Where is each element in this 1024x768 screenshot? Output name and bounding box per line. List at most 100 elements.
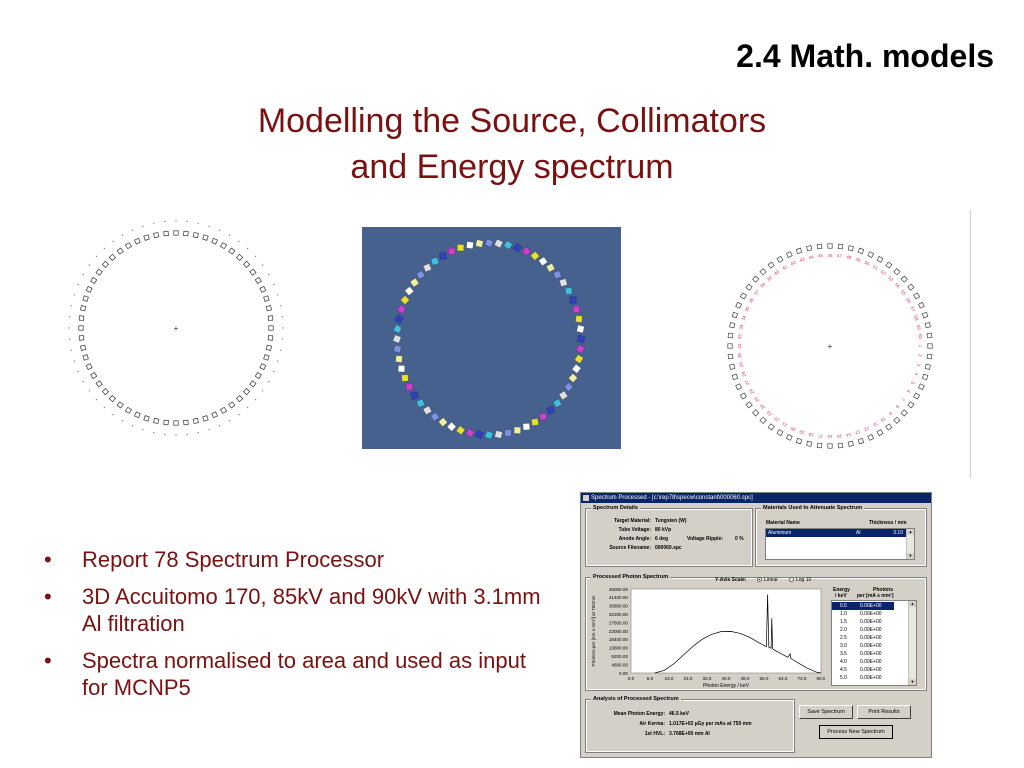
energy-table-scrollbar[interactable]: ▲ ▼ bbox=[908, 601, 916, 685]
x-tick-label: 24.0 bbox=[684, 676, 693, 681]
collimator-cube bbox=[571, 363, 582, 374]
element-number-label: 8 bbox=[894, 404, 900, 410]
table-row[interactable]: 4.0 0.00E+00 bbox=[840, 659, 882, 665]
ring-dot bbox=[95, 255, 98, 258]
collimator-element bbox=[885, 423, 893, 431]
collimator-cube bbox=[415, 270, 426, 280]
collimator-element bbox=[134, 237, 141, 245]
table-row[interactable]: 0.5 0.00E+00 bbox=[832, 602, 894, 610]
collimator-element bbox=[116, 247, 124, 255]
spectrum-line bbox=[654, 594, 822, 674]
collimator-element bbox=[759, 268, 767, 276]
collimator-cube bbox=[393, 344, 402, 354]
materials-group: Materials Used to Attenuate Spectrum Mat… bbox=[755, 505, 927, 567]
element-number-label: 39 bbox=[766, 275, 773, 282]
table-row[interactable]: 2.5 0.00E+00 bbox=[840, 635, 882, 641]
element-number-label: 7 bbox=[900, 397, 906, 402]
collimator-element bbox=[745, 401, 753, 409]
collimator-element bbox=[183, 230, 189, 237]
plot-area bbox=[630, 588, 822, 674]
bullet-item: • Report 78 Spectrum Processor bbox=[44, 547, 385, 572]
collimator-element bbox=[785, 434, 793, 441]
x-tick-label: 80.0 bbox=[817, 676, 825, 681]
table-row[interactable]: 3.0 0.00E+00 bbox=[840, 643, 882, 649]
save-spectrum-button[interactable]: Save Spectrum bbox=[799, 705, 853, 719]
scroll-down-icon[interactable]: ▼ bbox=[909, 679, 916, 685]
ring-dot bbox=[281, 338, 284, 340]
collimator-element bbox=[108, 394, 117, 403]
collimator-element bbox=[163, 419, 169, 426]
scroll-down-icon[interactable]: ▼ bbox=[907, 553, 914, 559]
collimator-cube bbox=[439, 251, 447, 260]
ring-dot bbox=[273, 370, 275, 373]
ring-dot bbox=[208, 429, 210, 431]
collimator-cube bbox=[484, 238, 494, 248]
log10-radio[interactable] bbox=[789, 577, 794, 582]
energy-table[interactable]: 0.5 0.00E+00 1.0 0.00E+00 1.5 0.00E+00 2.0 0… bbox=[831, 600, 917, 686]
x-tick-label: 32.0 bbox=[703, 676, 712, 681]
element-number-label: 13 bbox=[854, 429, 861, 435]
collimator-element bbox=[254, 372, 262, 379]
ring-dot bbox=[197, 222, 199, 224]
collimator-element bbox=[268, 325, 274, 331]
collimator-element bbox=[727, 353, 734, 360]
linear-radio[interactable] bbox=[757, 577, 762, 582]
collimator-cube bbox=[552, 398, 563, 408]
collimator-element bbox=[739, 292, 747, 300]
material-row[interactable]: Aluminium Al 3.10 bbox=[766, 529, 906, 537]
collimator-element bbox=[202, 234, 209, 241]
ring-dot bbox=[121, 234, 124, 236]
ring-dot bbox=[142, 225, 144, 227]
slide-title: Modelling the Source, Collimators and En… bbox=[0, 98, 1024, 190]
section-title: 2.4 Math. models bbox=[736, 38, 994, 74]
ring-dot bbox=[131, 425, 134, 427]
table-row[interactable]: 1.0 0.00E+00 bbox=[840, 611, 882, 617]
table-row[interactable]: 3.5 0.00E+00 bbox=[840, 651, 882, 657]
collimator-element bbox=[235, 253, 244, 262]
element-number-label: 23 bbox=[765, 410, 772, 417]
ring-dot bbox=[103, 406, 106, 409]
collimator-element bbox=[729, 322, 736, 329]
element-number-label: 44 bbox=[808, 254, 814, 260]
table-row[interactable]: 2.0 0.00E+00 bbox=[840, 627, 882, 633]
ring-dot bbox=[277, 294, 279, 296]
collimator-cube bbox=[457, 244, 465, 252]
ring-dot bbox=[261, 264, 264, 266]
collimator-element bbox=[767, 261, 775, 269]
ring-dot bbox=[70, 349, 72, 351]
element-number-label: 26 bbox=[748, 388, 755, 395]
x-tick-label: 56.0 bbox=[760, 676, 769, 681]
collimator-element bbox=[173, 230, 179, 236]
y-tick-label: 32200.00 bbox=[609, 612, 629, 617]
ring-dot bbox=[131, 229, 134, 231]
scroll-up-icon[interactable]: ▲ bbox=[907, 529, 914, 535]
source-3d-render bbox=[362, 227, 621, 449]
table-row[interactable]: 4.5 0.00E+00 bbox=[840, 667, 882, 673]
collimator-element bbox=[242, 260, 251, 269]
collimator-element bbox=[85, 286, 93, 293]
materials-scrollbar[interactable]: ▲ ▼ bbox=[906, 529, 914, 559]
element-number-label: 6 bbox=[906, 389, 912, 394]
collimator-cube bbox=[392, 334, 402, 344]
materials-list[interactable]: Aluminium Al 3.10 ▲ ▼ bbox=[765, 528, 915, 560]
collimator-element bbox=[173, 420, 179, 426]
scroll-up-icon[interactable]: ▲ bbox=[909, 601, 916, 607]
y-tick-label: 41400.00 bbox=[609, 595, 629, 600]
collimator-cube bbox=[574, 354, 584, 364]
process-new-spectrum-button[interactable]: Process New Spectrum bbox=[819, 725, 893, 739]
element-number-label: 52 bbox=[880, 269, 887, 276]
element-number-label: 53 bbox=[887, 275, 894, 282]
table-row[interactable]: 1.5 0.00E+00 bbox=[840, 619, 882, 625]
collimator-element bbox=[759, 416, 767, 424]
ring-dot bbox=[82, 380, 84, 383]
collimator-cube bbox=[531, 418, 539, 427]
table-row[interactable]: 5.0 0.00E+00 bbox=[840, 675, 882, 681]
element-number-label: 33 bbox=[738, 324, 744, 330]
print-results-button[interactable]: Print Results bbox=[857, 705, 911, 719]
ring-dot bbox=[77, 370, 79, 373]
collimator-element bbox=[776, 429, 784, 437]
x-tick-label: 72.0 bbox=[798, 676, 807, 681]
collimator-element bbox=[913, 392, 921, 400]
collimator-element bbox=[265, 305, 272, 312]
collimator-element bbox=[85, 363, 93, 370]
